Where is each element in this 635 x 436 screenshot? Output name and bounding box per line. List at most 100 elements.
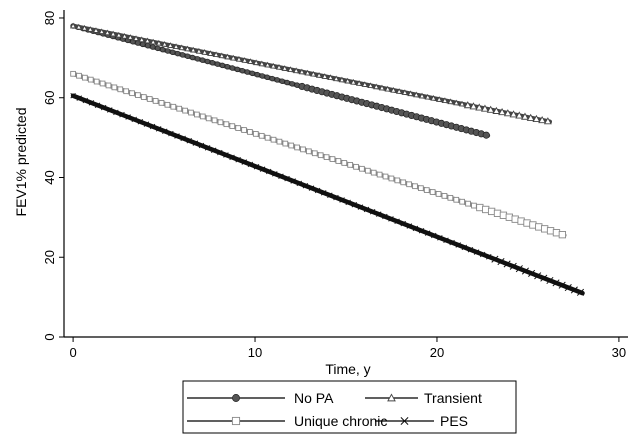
data-point (308, 185, 315, 191)
data-point (223, 121, 230, 128)
data-point (447, 98, 454, 105)
data-point (294, 144, 300, 151)
data-point (469, 102, 478, 110)
data-point (455, 242, 461, 248)
data-point (241, 127, 247, 133)
data-point (189, 54, 196, 61)
data-point (424, 93, 431, 100)
data-point (369, 209, 376, 215)
data-point (526, 113, 535, 121)
data-point (487, 207, 496, 216)
series-pes (70, 92, 585, 296)
x-tick-label: 10 (248, 345, 262, 360)
data-point (186, 137, 192, 144)
data-point (486, 254, 492, 260)
data-point (211, 117, 218, 124)
data-point (210, 147, 217, 153)
data-point (296, 180, 303, 187)
data-point (327, 74, 334, 81)
data-point (129, 90, 135, 97)
data-point (509, 110, 518, 118)
data-point (546, 276, 554, 285)
data-point (93, 78, 100, 85)
data-point (382, 173, 389, 180)
data-point (111, 84, 118, 91)
data-point (217, 119, 224, 126)
data-point (247, 161, 254, 168)
data-point (159, 46, 166, 53)
data-point (320, 190, 327, 196)
data-point (117, 86, 124, 93)
data-point (278, 173, 284, 180)
data-point (552, 279, 560, 287)
data-point (400, 220, 406, 227)
data-point (437, 235, 443, 241)
data-point (293, 67, 300, 74)
data-point (406, 223, 413, 229)
data-point (87, 76, 94, 83)
data-point (140, 41, 146, 48)
data-point (304, 69, 311, 76)
data-point (382, 213, 388, 220)
data-point (430, 94, 437, 101)
data-point (321, 73, 328, 79)
data-point (406, 181, 412, 188)
data-point (230, 54, 237, 61)
data-point (323, 154, 330, 160)
data-point (265, 168, 272, 175)
data-point (463, 101, 472, 109)
data-point (315, 72, 323, 78)
data-point (123, 88, 129, 95)
data-point (311, 150, 318, 157)
data-point (264, 61, 271, 68)
data-point (188, 109, 194, 116)
data-point (412, 225, 419, 232)
data-point (461, 244, 468, 251)
data-point (194, 56, 201, 62)
data-point (351, 201, 358, 208)
data-point (546, 227, 555, 235)
data-point (441, 97, 449, 103)
axes: 0 20 40 60 80 0 10 20 30 (42, 10, 628, 360)
data-point (182, 107, 188, 114)
data-point (338, 76, 346, 83)
data-point (511, 215, 519, 223)
data-point (244, 69, 251, 75)
data-point (335, 158, 342, 164)
data-point (344, 77, 351, 84)
data-point (298, 68, 306, 75)
data-point (290, 178, 296, 184)
data-point (541, 225, 549, 233)
data-point (353, 163, 359, 170)
data-point (229, 65, 236, 71)
data-point (92, 27, 100, 33)
data-point (155, 126, 162, 132)
data-point (207, 50, 214, 56)
data-point (194, 111, 200, 118)
data-point (176, 105, 183, 112)
data-point (170, 103, 177, 110)
data-point (429, 189, 436, 195)
y-tick-label: 0 (42, 333, 57, 340)
data-point (143, 121, 150, 127)
data-point (467, 246, 474, 253)
data-point (125, 114, 131, 120)
data-point (119, 111, 125, 118)
legend-label: No PA (294, 390, 334, 406)
data-point (259, 73, 266, 79)
data-point (486, 105, 495, 113)
data-point (401, 89, 409, 95)
data-point (449, 239, 455, 246)
data-point (198, 142, 205, 149)
data-point (543, 117, 552, 125)
data-point (209, 60, 216, 66)
data-point (306, 148, 312, 155)
data-point (178, 44, 185, 51)
legend-item-pes: PES (375, 413, 468, 429)
data-point (378, 84, 386, 91)
data-point (300, 146, 306, 153)
data-point (223, 152, 229, 158)
data-point (164, 101, 171, 108)
data-point (205, 115, 212, 122)
data-point (441, 193, 448, 199)
